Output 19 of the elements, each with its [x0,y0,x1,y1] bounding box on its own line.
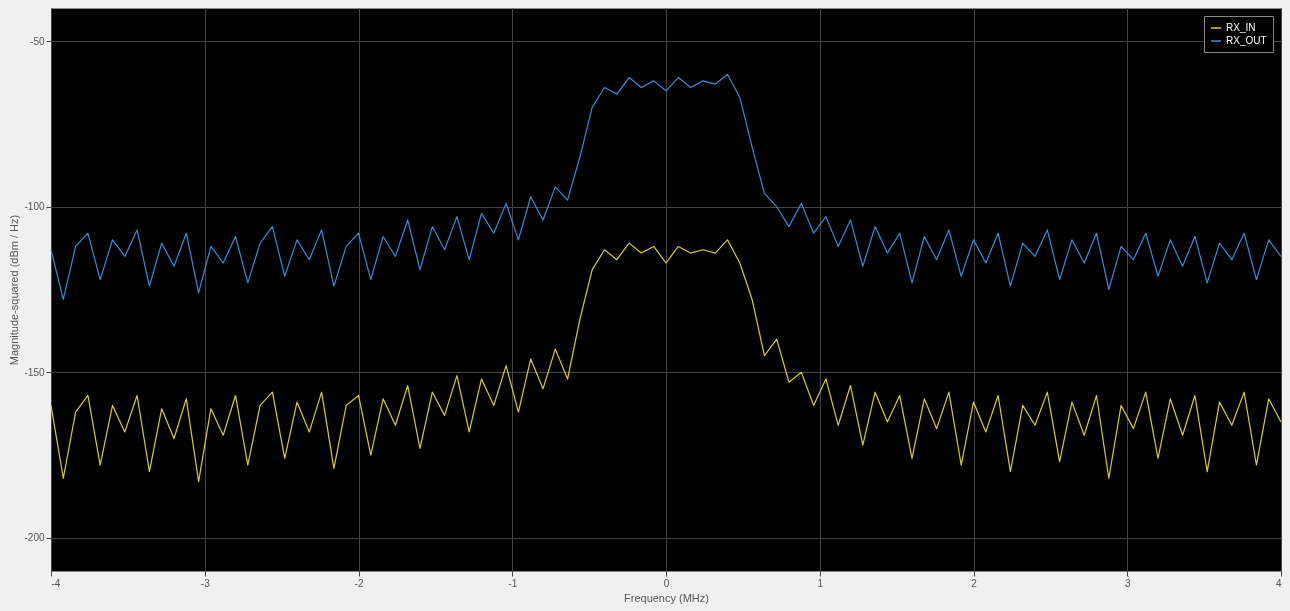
x-tick-label: -2 [354,577,364,589]
legend-label: RX_IN [1226,22,1256,33]
x-tick-label: -3 [200,577,211,589]
x-tick-label: 0 [663,577,670,589]
y-tick-label: -100 [24,201,45,213]
line-series [50,239,1282,483]
y-tick-label: -200 [24,532,45,544]
x-tick-label: 4 [1275,577,1282,589]
y-tick-label: -50 [30,35,45,47]
x-tick-label: -1 [508,577,518,589]
legend-label: RX_OUT [1226,35,1267,46]
y-tick-label: -150 [24,366,45,378]
x-tick-label: -4 [51,577,61,589]
x-tick-label: 3 [1124,577,1131,589]
x-axis-title: Frequency (MHz) [624,591,709,604]
x-tick-label: 1 [817,577,824,589]
x-tick-label: 2 [971,577,978,589]
y-axis-title: Magnitude-squared (dBm / Hz) [8,214,21,366]
line-series [50,73,1282,301]
